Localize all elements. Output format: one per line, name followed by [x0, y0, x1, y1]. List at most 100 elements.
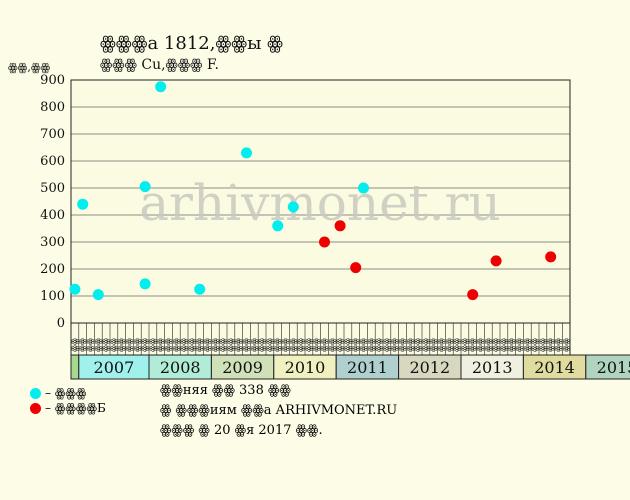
data-point-cyan: [272, 220, 284, 232]
month-label: ꙮꙮ: [226, 338, 235, 352]
month-label: ꙮꙮ: [351, 338, 360, 352]
month-label: ꙮꙮ: [265, 338, 274, 352]
month-label: ꙮꙮ: [531, 338, 540, 352]
y-axis-label: ꙮꙮ,ꙮꙮ: [8, 61, 51, 74]
month-label: ꙮꙮ: [234, 338, 243, 352]
y-tick-label: 400: [40, 208, 65, 223]
plot-area: [70, 79, 571, 324]
month-label: ꙮꙮ: [125, 338, 134, 352]
month-label: ꙮꙮ: [562, 338, 571, 352]
month-label: ꙮꙮ: [141, 338, 150, 352]
month-label: ꙮꙮ: [398, 338, 407, 352]
month-label: ꙮꙮ: [109, 338, 118, 352]
month-label: ꙮꙮ: [375, 338, 384, 352]
month-label: ꙮꙮ: [211, 338, 220, 352]
month-label: ꙮꙮ: [453, 338, 462, 352]
month-label: ꙮꙮ: [172, 338, 181, 352]
month-label: ꙮꙮ: [499, 338, 508, 352]
year-label: 2014: [534, 358, 575, 377]
month-label: ꙮꙮ: [484, 338, 493, 352]
month-label: ꙮꙮ: [492, 338, 501, 352]
data-point-red: [350, 262, 362, 274]
month-label: ꙮꙮ: [148, 338, 157, 352]
data-point-cyan: [358, 182, 369, 194]
year-label: 2015: [597, 358, 630, 377]
month-label: ꙮꙮ: [70, 338, 79, 352]
month-label: ꙮꙮ: [523, 338, 532, 352]
footnote-source: ꙮ ꙮꙮꙮиям ꙮꙮа ARHIVMONET.RU: [160, 403, 398, 418]
data-point-red: [334, 220, 346, 232]
year-label: 2010: [285, 358, 326, 377]
month-label: ꙮꙮ: [133, 338, 142, 352]
data-point-cyan: [194, 283, 206, 295]
data-point-cyan: [69, 283, 81, 295]
legend-item-red: – ꙮꙮꙮꙮБ: [30, 401, 106, 415]
footnote-date: ꙮꙮꙮ ꙮ 20 ꙮя 2017 ꙮꙮ.: [160, 423, 323, 438]
data-point-cyan: [241, 147, 252, 159]
watermark: arhivmonet.ru: [139, 174, 501, 232]
legend-cyan-marker: [30, 387, 41, 399]
month-label: ꙮꙮ: [546, 338, 555, 352]
month-label: ꙮꙮ: [367, 338, 376, 352]
year-label: 2007: [94, 358, 135, 377]
month-label: ꙮꙮ: [187, 338, 196, 352]
month-label: ꙮꙮ: [164, 338, 173, 352]
data-point-cyan: [92, 289, 104, 301]
year-cell: [78, 354, 150, 380]
year-cell: [585, 354, 630, 380]
y-tick-label: 100: [40, 289, 65, 304]
data-point-red: [319, 236, 330, 248]
footnote-price: ꙮꙮняя ꙮꙮ 338 ꙮꙮ: [160, 383, 291, 398]
year-cell: [460, 354, 524, 380]
month-label: ꙮꙮ: [429, 338, 438, 352]
year-label: 2013: [472, 358, 513, 377]
year-cell: [70, 354, 80, 380]
month-label: ꙮꙮ: [195, 338, 204, 352]
month-label: ꙮꙮ: [538, 338, 547, 352]
month-label: ꙮꙮ: [320, 338, 329, 352]
chart-title: ꙮꙮꙮа 1812,ꙮꙮы ꙮ: [100, 33, 283, 54]
year-cell: [273, 354, 337, 380]
y-tick-label: 300: [40, 235, 65, 250]
year-label: 2008: [160, 358, 201, 377]
data-point-cyan: [155, 81, 167, 93]
month-label: ꙮꙮ: [382, 338, 391, 352]
y-tick-label: 600: [40, 154, 65, 169]
y-tick-label: 500: [40, 181, 65, 196]
chart-subtitle: ꙮꙮꙮ Cu,ꙮꙮꙮ F.: [100, 57, 219, 73]
month-label: ꙮꙮ: [117, 338, 126, 352]
data-point-cyan: [77, 198, 89, 210]
month-label: ꙮꙮ: [312, 338, 321, 352]
month-label: ꙮꙮ: [297, 338, 306, 352]
month-label: ꙮꙮ: [343, 338, 352, 352]
month-label: ꙮꙮ: [281, 338, 290, 352]
data-point-red: [490, 255, 502, 267]
data-point-cyan: [139, 278, 151, 290]
month-label: ꙮꙮ: [242, 338, 251, 352]
month-label: ꙮꙮ: [258, 338, 267, 352]
month-label: ꙮꙮ: [507, 338, 516, 352]
y-tick-label: 800: [40, 100, 65, 115]
y-tick-label: 200: [40, 262, 65, 277]
month-label: ꙮꙮ: [102, 338, 111, 352]
month-label: ꙮꙮ: [336, 338, 345, 352]
month-label: ꙮꙮ: [250, 338, 259, 352]
month-label: ꙮꙮ: [460, 338, 469, 352]
legend-cyan-label: – ꙮꙮꙮ: [45, 386, 87, 400]
year-label: 2011: [347, 358, 388, 377]
data-point-red: [467, 289, 479, 301]
year-label: 2009: [222, 358, 263, 377]
month-label: ꙮꙮ: [203, 338, 212, 352]
month-label: ꙮꙮ: [421, 338, 430, 352]
month-label: ꙮꙮ: [515, 338, 524, 352]
month-label: ꙮꙮ: [304, 338, 313, 352]
month-label: ꙮꙮ: [273, 338, 282, 352]
month-label: ꙮꙮ: [406, 338, 415, 352]
month-label: ꙮꙮ: [289, 338, 298, 352]
legend-red-label: – ꙮꙮꙮꙮБ: [45, 401, 106, 415]
month-label: ꙮꙮ: [437, 338, 446, 352]
data-point-red: [545, 251, 557, 263]
month-label: ꙮꙮ: [94, 338, 103, 352]
y-tick-label: 0: [57, 316, 65, 331]
